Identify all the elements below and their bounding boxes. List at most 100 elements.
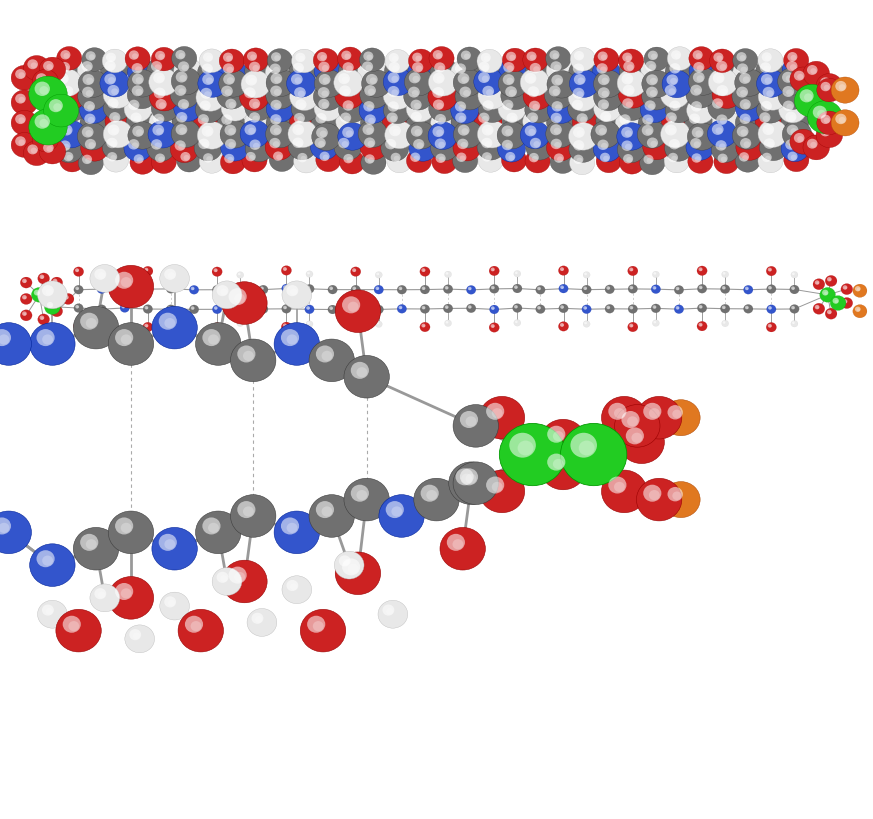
Circle shape [744,305,753,314]
Circle shape [273,67,279,73]
Circle shape [242,148,267,172]
Circle shape [108,77,115,84]
Circle shape [375,287,379,290]
Circle shape [540,419,586,462]
Circle shape [189,305,199,314]
Circle shape [601,91,608,97]
Circle shape [107,98,119,109]
Circle shape [601,54,607,60]
Circle shape [226,66,233,73]
Circle shape [274,55,280,61]
Circle shape [485,141,491,147]
Circle shape [18,139,24,145]
Circle shape [721,156,727,162]
Circle shape [766,128,773,134]
Circle shape [696,53,702,59]
Circle shape [637,120,667,148]
Circle shape [212,323,223,333]
Circle shape [227,77,234,84]
Circle shape [215,287,217,290]
Circle shape [560,286,564,289]
Circle shape [245,75,258,86]
Circle shape [489,323,499,333]
Circle shape [722,305,725,309]
Circle shape [228,128,235,134]
Circle shape [383,82,413,110]
Circle shape [537,287,541,290]
Circle shape [288,120,317,147]
Circle shape [0,334,10,345]
Circle shape [523,82,553,110]
Circle shape [240,120,270,147]
Circle shape [687,97,715,124]
Circle shape [160,265,189,292]
Circle shape [823,129,829,135]
Circle shape [354,287,356,290]
Circle shape [202,117,208,124]
Circle shape [453,462,498,505]
Circle shape [486,477,505,494]
Circle shape [414,103,421,109]
Circle shape [447,534,465,551]
Circle shape [438,117,445,124]
Circle shape [100,57,128,83]
Circle shape [100,323,102,324]
Circle shape [182,102,189,109]
Circle shape [824,85,829,90]
Circle shape [478,97,506,123]
Circle shape [286,285,299,296]
Circle shape [792,273,794,275]
Circle shape [237,287,241,290]
Circle shape [433,99,444,110]
Circle shape [146,287,148,289]
Circle shape [735,148,760,172]
Circle shape [463,90,471,97]
Circle shape [408,87,420,97]
Circle shape [366,128,373,134]
Circle shape [573,63,584,74]
Circle shape [376,273,379,275]
Circle shape [224,89,232,96]
Circle shape [335,290,381,333]
Circle shape [38,600,67,628]
Circle shape [306,321,313,328]
Circle shape [528,76,535,83]
Circle shape [654,287,656,289]
Circle shape [245,136,273,162]
Circle shape [212,305,222,314]
Circle shape [594,70,622,97]
Circle shape [530,138,541,148]
Circle shape [203,329,221,346]
Circle shape [423,287,425,290]
Circle shape [393,129,400,135]
Circle shape [760,62,771,73]
Circle shape [492,287,494,289]
Circle shape [646,87,658,97]
Circle shape [760,112,771,123]
Circle shape [596,63,608,74]
Circle shape [653,305,656,309]
Circle shape [282,576,312,604]
Circle shape [57,73,69,84]
Circle shape [392,66,399,71]
Circle shape [282,284,291,293]
Circle shape [824,292,828,295]
Circle shape [644,101,656,111]
Circle shape [292,49,317,73]
Circle shape [339,58,367,84]
Circle shape [481,138,492,148]
Circle shape [539,307,540,310]
Circle shape [338,47,362,70]
Circle shape [152,306,197,349]
Circle shape [110,141,117,147]
Circle shape [32,127,58,152]
Circle shape [423,269,425,272]
Circle shape [29,109,67,145]
Circle shape [816,74,842,98]
Circle shape [365,115,375,124]
Circle shape [594,136,622,162]
Circle shape [334,81,364,109]
Circle shape [103,120,133,148]
Circle shape [835,114,847,124]
Circle shape [338,138,349,148]
